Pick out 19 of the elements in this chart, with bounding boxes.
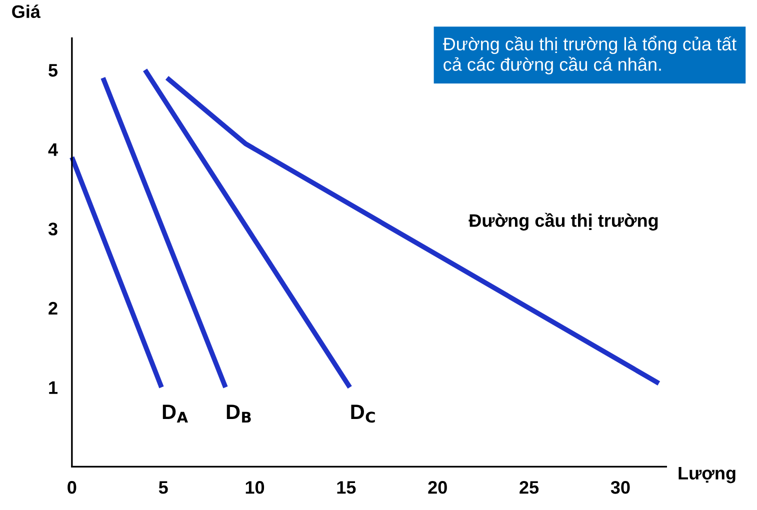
x-tick-label: 10: [246, 481, 264, 494]
x-tick-label: 5: [158, 481, 168, 494]
y-tick-label: 4: [48, 143, 58, 156]
series-label: D$_{A}$: [162, 404, 188, 422]
y-tick-label: 2: [48, 302, 58, 315]
x-tick-label: 30: [610, 481, 630, 494]
series-label: D$_{B}$: [226, 404, 251, 422]
y-axis-title: Giá: [12, 4, 41, 18]
annotation: Đường cầu thị trường là tổng của tất cả các đường cầu cá nhân.: [442, 36, 736, 74]
y-tick-label: 3: [48, 222, 58, 236]
x-tick-label: 25: [520, 481, 539, 494]
x-tick-label: 0: [68, 481, 76, 494]
x-tick-label: 20: [428, 481, 447, 494]
x-axis-title: Lượng: [678, 466, 736, 484]
series-label: D$_{C}$: [351, 404, 375, 423]
y-tick-label: 1: [49, 381, 58, 394]
x-tick-label: 15: [337, 481, 356, 494]
y-tick-label: 5: [48, 64, 58, 77]
text: Đường cầu thị trường: [468, 212, 658, 231]
